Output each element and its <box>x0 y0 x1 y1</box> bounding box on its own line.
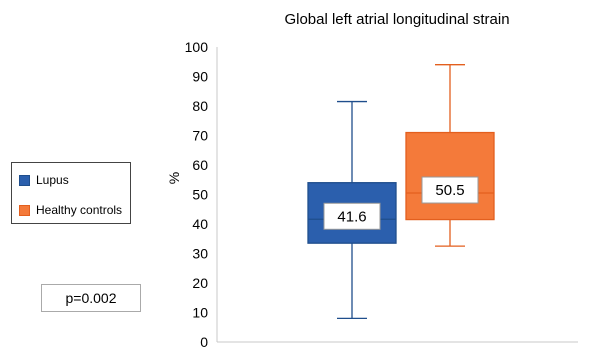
legend-swatch-lupus <box>19 174 30 186</box>
p-value-annotation: p=0.002 <box>41 284 141 312</box>
y-axis-label: % <box>166 172 182 184</box>
plot-area: 41.6 50.5 <box>307 64 495 320</box>
y-tick-label: 90 <box>192 69 208 85</box>
y-tick-label: 50 <box>192 187 208 203</box>
median-label-box-healthy-controls <box>421 176 479 204</box>
median-label-lupus: 41.6 <box>337 208 366 225</box>
median-label-box-lupus <box>323 202 381 230</box>
y-tick-label: 80 <box>192 98 208 114</box>
y-tick-label: 10 <box>192 305 208 321</box>
y-axis: 0 10 20 30 40 50 60 70 80 90 100 <box>185 39 578 350</box>
y-tick-label: 30 <box>192 246 208 262</box>
legend-label-healthy-controls: Healthy controls <box>36 203 123 217</box>
legend-label-lupus: Lupus <box>36 173 69 187</box>
box-lupus <box>307 182 397 244</box>
y-tick-label: 0 <box>200 334 208 350</box>
legend-item-lupus: Lupus <box>19 173 69 187</box>
y-tick-label: 100 <box>185 39 209 55</box>
y-tick-label: 70 <box>192 128 208 144</box>
legend: Lupus Healthy controls <box>11 162 131 224</box>
chart-title: Global left atrial longitudinal strain <box>284 11 509 28</box>
legend-item-healthy-controls: Healthy controls <box>19 203 122 217</box>
y-tick-label: 60 <box>192 157 208 173</box>
box-healthy-controls <box>405 131 495 221</box>
y-tick-label: 40 <box>192 216 208 232</box>
median-label-healthy-controls: 50.5 <box>435 182 464 199</box>
legend-swatch-healthy-controls <box>19 204 30 216</box>
y-tick-label: 20 <box>192 275 208 291</box>
